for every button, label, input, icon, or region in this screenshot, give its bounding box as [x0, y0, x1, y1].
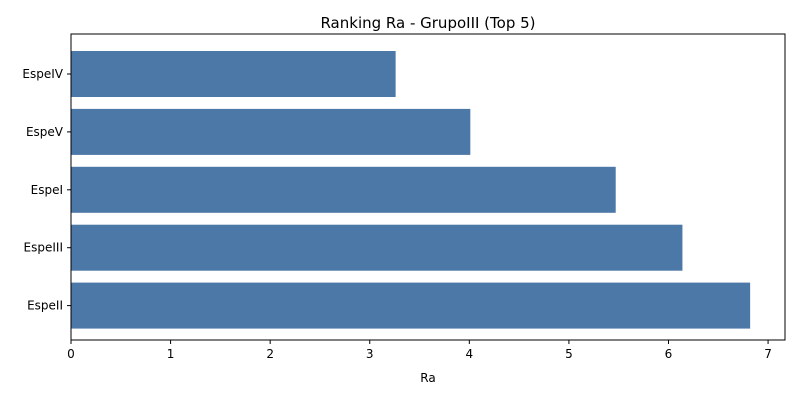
x-tick-label: 6: [665, 347, 673, 361]
y-tick-label: EspeV: [26, 125, 64, 139]
x-axis-ticks: 0 1 2 3 4 5 6 7: [67, 340, 772, 361]
y-tick-label: EspeII: [27, 299, 63, 313]
x-tick-label: 1: [167, 347, 175, 361]
x-tick-label: 4: [466, 347, 474, 361]
y-tick-label: EspeIII: [24, 241, 63, 255]
x-tick-label: 3: [366, 347, 374, 361]
x-tick-label: 7: [764, 347, 772, 361]
x-tick-label: 5: [565, 347, 573, 361]
bar-espeiii: [71, 224, 683, 271]
y-axis-ticks: EspeIV EspeV EspeI EspeIII EspeII: [22, 67, 71, 313]
bar-espeiv: [71, 51, 396, 97]
x-tick-label: 2: [266, 347, 274, 361]
x-tick-label: 0: [67, 347, 75, 361]
chart-title: Ranking Ra - GrupoIII (Top 5): [320, 14, 535, 32]
plot-frame: [70, 33, 786, 341]
y-tick-label: EspeI: [31, 183, 63, 197]
y-tick-label: EspeIV: [22, 67, 63, 81]
bars-group: [71, 51, 751, 329]
x-axis-label: Ra: [420, 371, 435, 385]
bar-espev: [71, 108, 471, 155]
bar-espeii: [71, 282, 751, 329]
bar-espei: [71, 166, 616, 213]
